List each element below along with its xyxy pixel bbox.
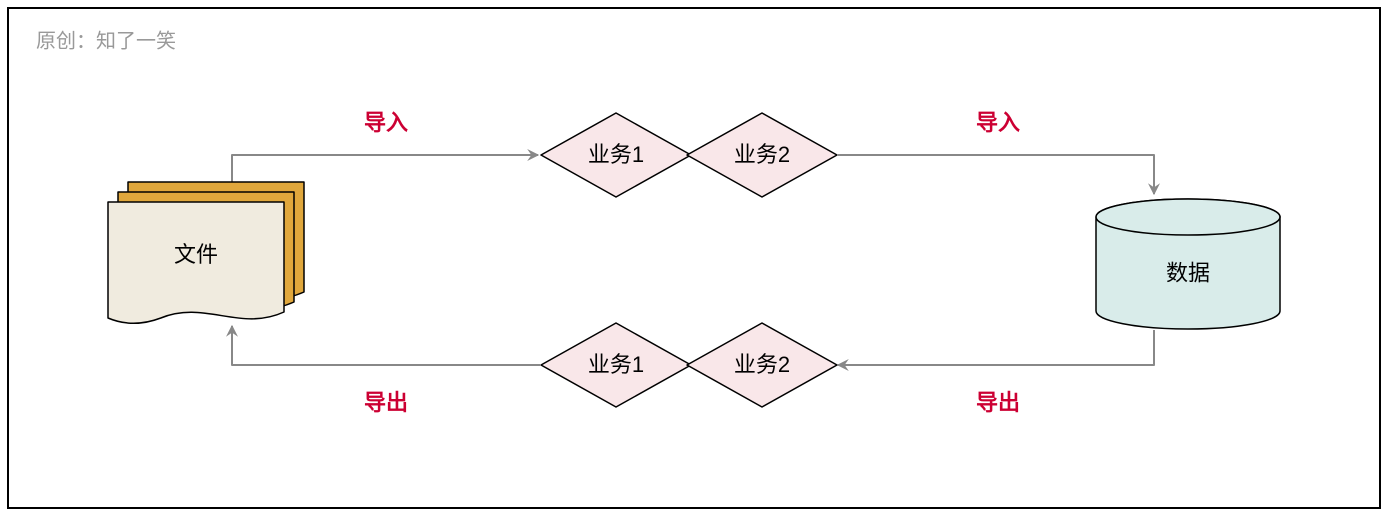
diamond-biz2_bottom-label: 业务2 (734, 352, 790, 377)
cylinder-data-top (1096, 199, 1280, 235)
flow-diagram: 原创：知了一笑导入导入导出导出文件业务1业务2业务1业务2数据 (0, 0, 1388, 516)
diamond-biz1_top-label: 业务1 (588, 142, 644, 167)
edge-biz1bottom-to-file-label: 导出 (364, 390, 408, 415)
edge-data-to-biz2bottom-label: 导出 (976, 390, 1020, 415)
diamond-biz2_top-label: 业务2 (734, 142, 790, 167)
diamond-biz1_bottom-label: 业务1 (588, 352, 644, 377)
cylinder-data-label: 数据 (1166, 261, 1210, 286)
attribution-text: 原创：知了一笑 (36, 29, 176, 52)
edge-biz2top-to-data-label: 导入 (976, 110, 1020, 135)
document-file-label: 文件 (174, 242, 218, 267)
edge-file-to-biz1top-label: 导入 (364, 110, 408, 135)
